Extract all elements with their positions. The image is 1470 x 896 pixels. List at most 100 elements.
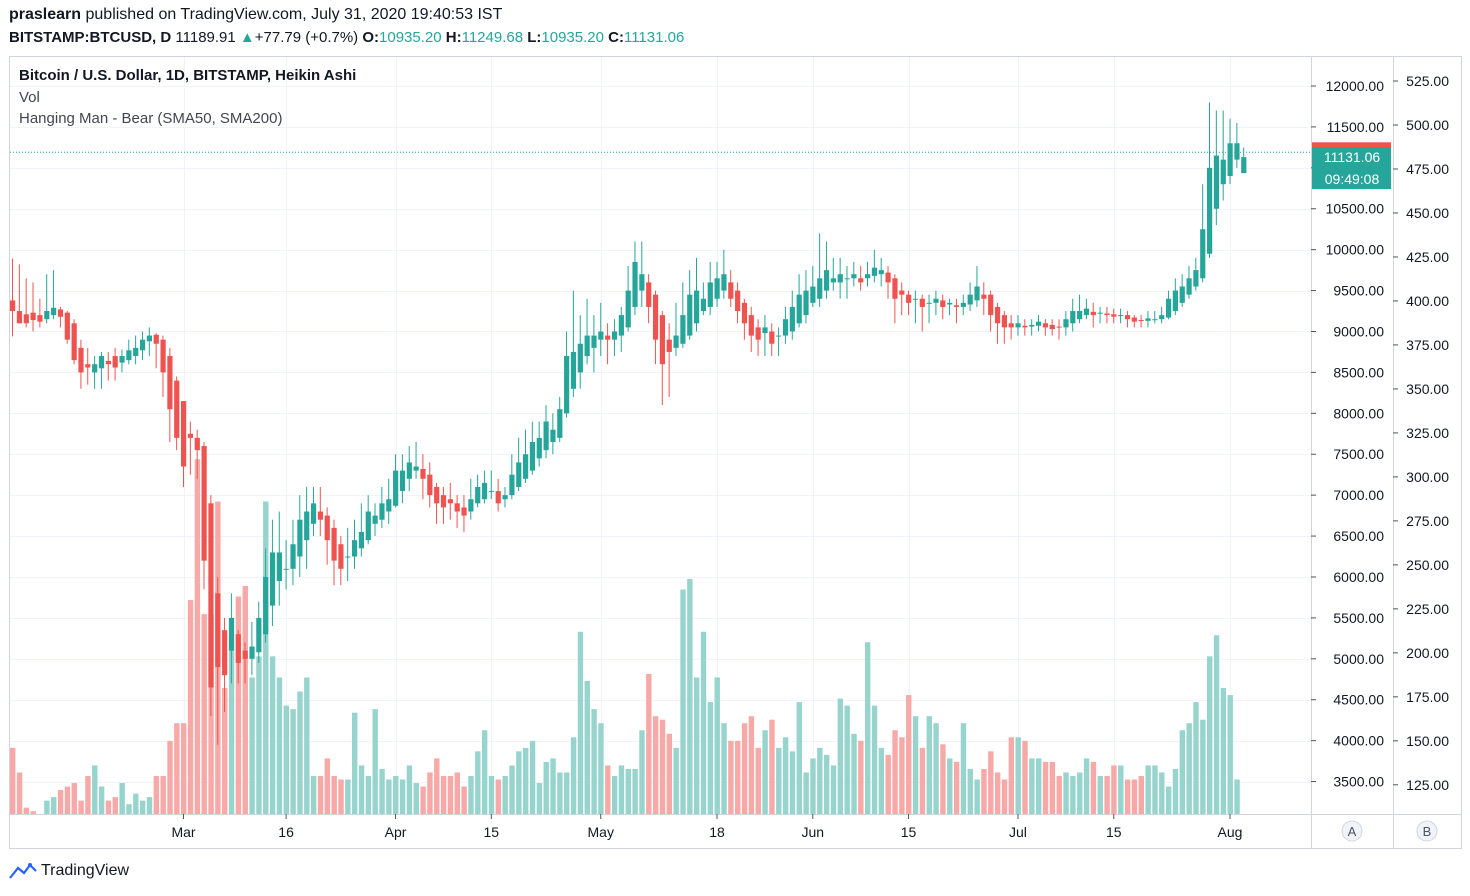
candle: [564, 331, 570, 418]
candle-body: [399, 470, 406, 492]
volume-tick-label: 175.00: [1406, 689, 1449, 705]
candle-body: [851, 274, 857, 279]
time-tick-label: 15: [484, 824, 500, 840]
candle: [78, 339, 84, 389]
close-label: C:: [608, 29, 624, 46]
candle: [119, 349, 125, 373]
candle-body: [440, 495, 447, 508]
candle-body: [967, 294, 973, 305]
volume-bar: [242, 585, 248, 814]
candle-body: [37, 315, 43, 322]
candle: [1029, 319, 1035, 336]
candle-body: [51, 307, 57, 316]
candle-body: [358, 531, 365, 549]
candle: [618, 306, 624, 352]
candle-body: [796, 294, 802, 324]
volume-bar: [632, 768, 638, 814]
legend-indicator[interactable]: Hanging Man - Bear (SMA50, SMA200): [19, 110, 283, 127]
volume-bar: [98, 786, 105, 814]
candle: [174, 376, 180, 451]
candle-body: [222, 630, 228, 676]
volume-bar: [625, 768, 631, 814]
candle-body: [434, 486, 440, 504]
volume-bar: [858, 740, 864, 814]
candle: [769, 323, 775, 357]
candle: [475, 474, 481, 508]
volume-bar: [1042, 761, 1049, 814]
candle: [393, 454, 399, 508]
candle: [591, 315, 597, 373]
volume-bar: [1049, 761, 1056, 814]
candle: [201, 441, 207, 590]
candle-body: [126, 350, 132, 361]
volume-bar: [160, 776, 166, 814]
candle-body: [324, 515, 330, 541]
scale-button-a[interactable]: A: [1341, 820, 1363, 842]
price-axis[interactable]: 12000.0011500.0011000.0010500.0010000.00…: [1311, 78, 1384, 790]
candle: [762, 315, 768, 357]
countdown-label: 09:49:08: [1325, 171, 1380, 187]
volume-bar: [844, 705, 850, 814]
volume-bar: [953, 761, 960, 814]
candle-body: [611, 331, 618, 340]
candle: [1165, 290, 1172, 320]
candle-body: [1077, 311, 1083, 320]
volume-bar: [564, 772, 570, 814]
candle-body: [112, 356, 118, 368]
legend-title[interactable]: Bitcoin / U.S. Dollar, 1D, BITSTAMP, Hei…: [19, 67, 357, 84]
volume-bar: [707, 702, 714, 814]
candle: [550, 413, 556, 455]
candle: [1008, 315, 1014, 340]
candle: [379, 486, 385, 528]
volume-bar: [468, 776, 474, 814]
tradingview-logo[interactable]: TradingView: [9, 862, 129, 880]
volume-bar: [776, 747, 782, 814]
candle-body: [23, 314, 29, 324]
candle-body: [105, 360, 111, 365]
candle-body: [1015, 323, 1021, 328]
volume-bar: [988, 751, 994, 814]
svg-text:A: A: [1348, 824, 1357, 839]
legend-volume[interactable]: Vol: [19, 89, 40, 106]
time-tick-label: 16: [278, 824, 294, 840]
candle: [1118, 308, 1124, 324]
volume-tick-label: 275.00: [1406, 513, 1449, 529]
volume-bar: [78, 800, 84, 814]
candle-body: [789, 306, 795, 332]
candle-body: [263, 576, 269, 635]
candle: [1104, 306, 1110, 324]
candle-body: [1097, 312, 1103, 314]
author-name[interactable]: praslearn: [9, 6, 82, 23]
candle: [44, 274, 50, 324]
candle-body: [960, 302, 966, 307]
candle: [687, 270, 693, 340]
volume-axis[interactable]: 525.00 500.00 475.00 450.00 425.00 400.00 375.…: [1393, 73, 1449, 793]
candle: [803, 270, 809, 324]
volume-bar: [119, 783, 125, 814]
candle-body: [338, 544, 344, 569]
price-tick-label: 10000.00: [1326, 242, 1385, 258]
candle: [133, 335, 139, 365]
time-tick-label: May: [588, 824, 614, 840]
candle: [1220, 110, 1226, 201]
candle-body: [228, 617, 235, 651]
volume-bar: [837, 698, 844, 814]
candle: [892, 274, 898, 324]
candle: [919, 294, 925, 332]
volume-bar: [263, 501, 269, 814]
time-axis[interactable]: Mar 16 Apr 15 May 18 Jun 15 Jul 15 Aug: [171, 814, 1242, 840]
candle-body: [10, 300, 16, 312]
volume-bar: [652, 716, 659, 814]
candle: [823, 241, 830, 299]
candle: [126, 339, 132, 365]
candle: [290, 519, 296, 586]
candle-body: [755, 327, 761, 340]
scale-button-b[interactable]: B: [1416, 820, 1438, 842]
candle: [447, 482, 453, 520]
symbol: BITSTAMP:BTCUSD, D: [9, 29, 172, 46]
candle: [605, 323, 611, 365]
candle: [310, 486, 317, 537]
candle-body: [1172, 290, 1178, 312]
candle-body: [249, 646, 255, 659]
